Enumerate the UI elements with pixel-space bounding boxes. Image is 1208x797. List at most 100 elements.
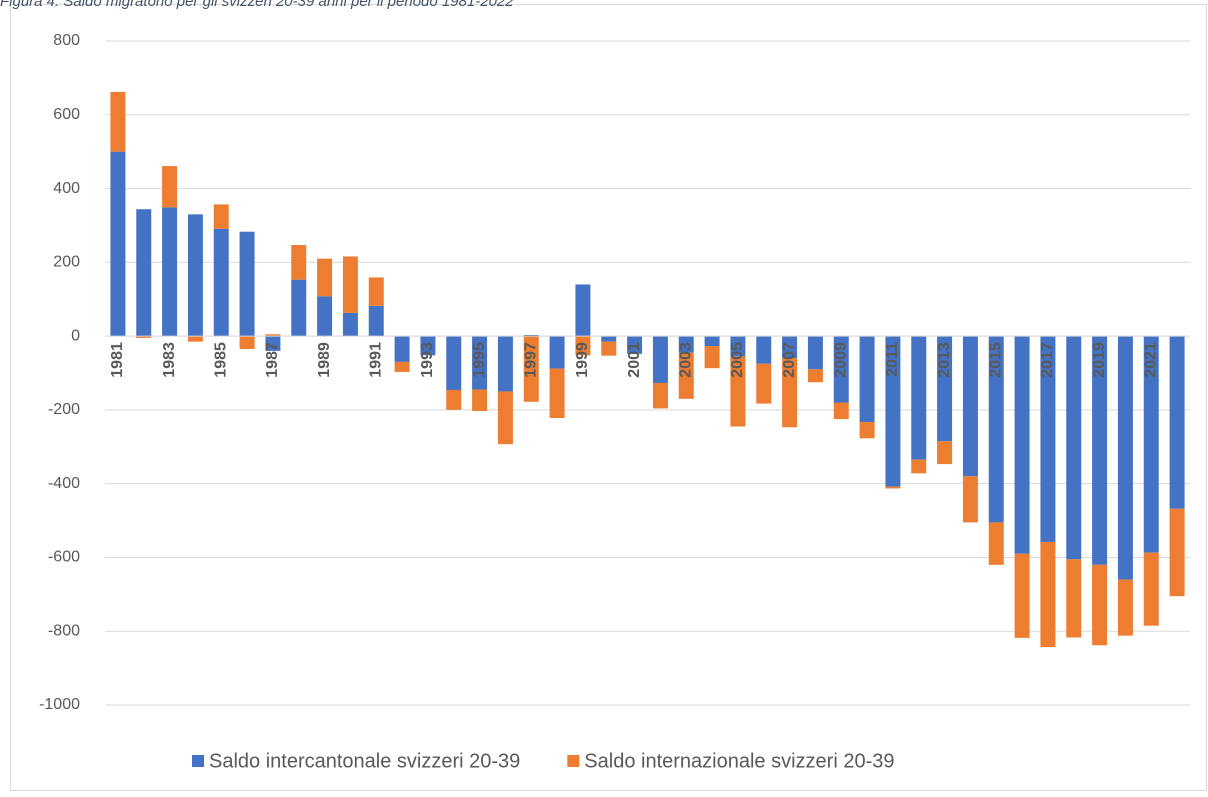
bar [807,369,823,383]
bar [1117,336,1133,580]
bar [136,336,152,338]
bar [265,334,281,337]
bar [472,389,488,411]
bar [704,336,720,347]
bar [730,336,746,357]
y-tick-label: 800 [53,32,80,49]
legend-swatch [192,755,204,767]
x-tick-label: 1981 [109,342,126,378]
bar [807,336,823,370]
bar [1092,564,1108,646]
bar [911,459,927,474]
chart-title: Figura 4: Saldo migratorio per gli svizz… [0,0,514,10]
legend-label: Saldo internazionale svizzeri 20-39 [584,750,894,772]
bar [911,336,927,460]
bar [1117,579,1133,636]
bar [937,336,953,442]
bar [317,296,333,337]
x-tick-label: 2005 [729,342,746,378]
bar [988,522,1004,565]
bar [472,336,488,390]
bar [523,335,539,337]
bar [549,336,565,369]
y-tick-label: 600 [53,106,80,123]
bar [523,336,539,402]
bar [136,209,152,337]
x-tick-label: 2013 [936,342,953,378]
x-tick-label: 1991 [367,342,384,378]
y-tick-label: -1000 [39,696,80,713]
legend-label: Saldo intercantonale svizzeri 20-39 [209,750,520,772]
y-tick-label: -400 [48,475,80,492]
bar [859,336,875,423]
bar [1066,336,1082,560]
bar [601,341,617,356]
bar [575,336,591,356]
bar [627,336,643,354]
bar [239,336,255,350]
x-tick-label: 2001 [626,342,643,378]
bar [162,166,178,208]
bar [239,231,255,337]
y-tick-label: -200 [48,401,80,418]
bar [446,336,462,390]
bar [1014,553,1030,638]
bar [291,244,307,280]
bar [394,361,410,372]
bar [756,363,772,404]
y-tick-label: -800 [48,622,80,639]
y-tick-label: 0 [71,327,80,344]
x-tick-label: 1987 [264,342,281,378]
bar [368,305,384,337]
x-tick-label: 2015 [987,342,1004,378]
chart-border [10,4,1207,791]
bar [652,382,668,409]
bar [1143,552,1159,626]
bar [187,336,203,342]
bar [962,476,978,523]
x-tick-label: 1997 [522,342,539,378]
y-tick-label: 400 [53,180,80,197]
bar [342,312,358,337]
bar [730,356,746,427]
bar [342,256,358,313]
bar [1040,541,1056,648]
bar [110,151,126,337]
bar [601,336,617,342]
bar [652,336,668,383]
bar [162,207,178,337]
bar [1169,508,1185,597]
bar [446,389,462,410]
bar [575,284,591,337]
bar [1040,336,1056,542]
bar [1143,336,1159,553]
x-tick-label: 1999 [574,342,591,378]
bar [859,422,875,439]
bar [1169,336,1185,509]
x-tick-label: 1985 [212,342,229,378]
x-tick-label: 1989 [316,342,333,378]
bar [885,486,901,489]
bar [368,277,384,306]
x-tick-label: 1983 [161,342,178,378]
bar [1092,336,1108,565]
bar [782,336,798,359]
x-tick-label: 2019 [1091,342,1108,378]
bar [1066,559,1082,638]
x-tick-label: 2007 [781,342,798,378]
bar [704,346,720,369]
legend-swatch [567,755,580,767]
x-tick-label: 2003 [677,342,694,378]
bar [110,91,126,152]
bar [497,336,513,392]
bar [833,336,849,403]
bar [937,441,953,465]
bar [213,204,229,229]
bar [420,336,436,356]
x-tick-label: 2021 [1142,342,1159,378]
x-tick-label: 1995 [471,342,488,378]
bar [962,336,978,477]
bar [265,336,281,351]
